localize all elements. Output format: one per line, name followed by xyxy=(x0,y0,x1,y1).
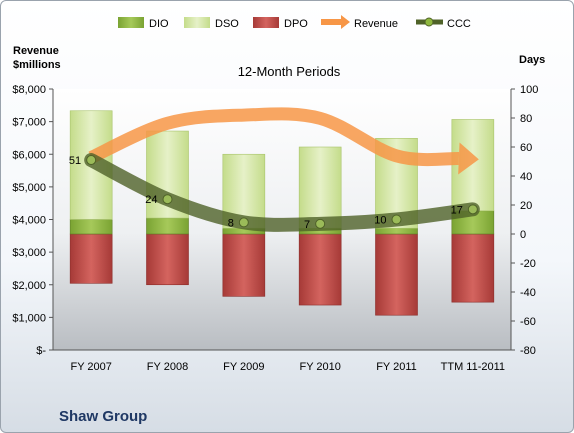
right-axis: -80 -60 -40 -20 0 20 40 60 80 100 xyxy=(510,84,538,357)
x-axis-tick-label: FY 2008 xyxy=(147,361,188,373)
right-axis-tick-label: 100 xyxy=(520,84,538,96)
ccc-line xyxy=(84,153,480,232)
left-axis-tick-label: $- xyxy=(36,345,46,357)
right-axis-tick-label: 0 xyxy=(520,229,526,241)
legend-swatch-dpo xyxy=(253,17,279,28)
legend: DIO DSO DPO Revenue CCC xyxy=(118,15,471,30)
revenue-layer xyxy=(88,107,479,175)
bar-dpo xyxy=(451,233,495,303)
ccc-data-label: 8 xyxy=(228,217,234,229)
ccc-data-label: 10 xyxy=(374,215,386,227)
ccc-layer: 51 24 8 7 10 17 xyxy=(69,153,480,232)
legend-swatch-ccc-marker xyxy=(424,17,434,27)
left-axis-tick-label: $2,000 xyxy=(12,280,46,292)
ccc-point xyxy=(467,204,478,215)
left-axis-tick-label: $1,000 xyxy=(12,312,46,324)
bar-dso xyxy=(298,146,342,229)
bar-dpo xyxy=(69,233,113,284)
left-axis: $- $1,000 $2,000 $3,000 $4,000 $5,000 $6,000 $7… xyxy=(12,84,54,357)
right-axis-tick-label: -80 xyxy=(520,345,536,357)
legend-swatch-dio xyxy=(118,17,144,28)
right-axis-tick-label: -40 xyxy=(520,287,536,299)
right-axis-tick-label: 20 xyxy=(520,200,532,212)
legend-label-dpo: DPO xyxy=(284,18,308,30)
ccc-point xyxy=(315,218,326,229)
ccc-point xyxy=(162,194,173,205)
left-axis-tick-label: $5,000 xyxy=(12,182,46,194)
bar-dio xyxy=(146,217,189,235)
ccc-data-label: 17 xyxy=(451,204,463,216)
revenue-arrowhead xyxy=(458,142,479,175)
right-axis-tick-label: -60 xyxy=(520,316,536,328)
bar-dpo xyxy=(222,233,266,297)
legend-label-dso: DSO xyxy=(215,18,239,30)
legend-label-dio: DIO xyxy=(149,18,169,30)
ccc-data-label: 7 xyxy=(304,219,310,231)
x-axis-tick-label: FY 2009 xyxy=(223,361,264,373)
ccc-point xyxy=(86,155,97,166)
right-axis-tick-label: 40 xyxy=(520,171,532,183)
ccc-data-label: 24 xyxy=(145,194,157,206)
revenue-line xyxy=(88,107,460,167)
x-axis-tick-label: TTM 11-2011 xyxy=(441,361,505,373)
right-axis-tick-label: 60 xyxy=(520,142,532,154)
ccc-point xyxy=(391,214,402,225)
legend-label-revenue: Revenue xyxy=(354,18,398,30)
right-axis-tick-label: 80 xyxy=(520,113,532,125)
chart-title: 12-Month Periods xyxy=(238,64,341,79)
ccc-data-label: 51 xyxy=(69,155,81,167)
company-name: Shaw Group xyxy=(59,408,147,425)
left-axis-tick-label: $7,000 xyxy=(12,117,46,129)
x-axis-tick-label: FY 2011 xyxy=(376,361,417,373)
bar-dso xyxy=(451,119,495,212)
ccc-point xyxy=(238,217,249,228)
left-axis-tick-label: $6,000 xyxy=(12,149,46,161)
x-axis: FY 2007 FY 2008 FY 2009 FY 2010 FY 2011 TTM 1… xyxy=(53,349,511,373)
bar-dpo xyxy=(375,233,418,316)
bar-dio xyxy=(69,219,113,235)
bar-dpo xyxy=(146,233,189,286)
left-axis-title-line2: $millions xyxy=(13,59,61,71)
left-axis-tick-label: $8,000 xyxy=(12,84,46,96)
right-axis-tick-label: -20 xyxy=(520,258,536,270)
left-axis-tick-label: $3,000 xyxy=(12,247,46,259)
legend-swatch-dso xyxy=(184,17,210,28)
x-axis-tick-label: FY 2007 xyxy=(70,361,111,373)
x-axis-tick-label: FY 2010 xyxy=(299,361,340,373)
right-axis-title: Days xyxy=(519,54,545,66)
left-axis-tick-label: $4,000 xyxy=(12,215,46,227)
bar-dio xyxy=(375,227,418,235)
legend-label-ccc: CCC xyxy=(447,18,471,30)
bar-dpo xyxy=(298,233,342,306)
left-axis-title-line1: Revenue xyxy=(13,45,59,57)
legend-swatch-revenue-arrow-icon xyxy=(321,15,350,29)
